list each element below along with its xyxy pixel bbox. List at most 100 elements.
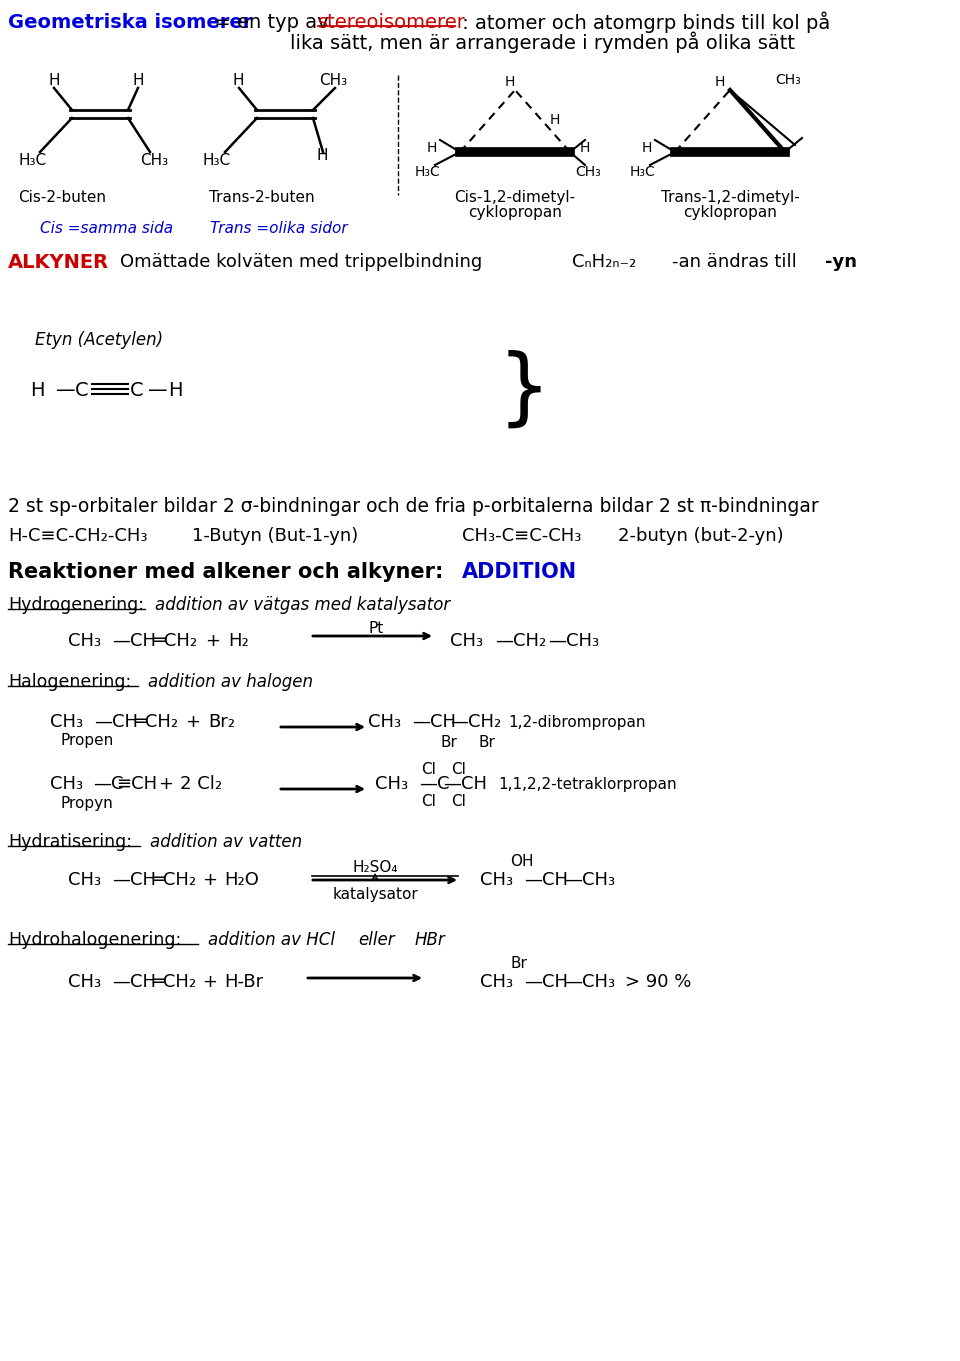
Text: H: H — [168, 381, 182, 400]
Text: CH₃: CH₃ — [575, 165, 601, 180]
Text: H: H — [132, 72, 143, 87]
Text: CH₃: CH₃ — [375, 774, 408, 793]
Text: H₂SO₄: H₂SO₄ — [352, 860, 397, 875]
Text: +: + — [185, 713, 200, 731]
Text: CₙH₂ₙ₋₂: CₙH₂ₙ₋₂ — [572, 253, 636, 271]
Text: —C: —C — [419, 774, 449, 793]
Text: —CH₃: —CH₃ — [548, 632, 599, 651]
Text: +: + — [202, 973, 217, 991]
Text: H: H — [317, 147, 328, 162]
Text: —: — — [56, 381, 76, 400]
Text: H: H — [550, 113, 561, 127]
Text: —CH: —CH — [443, 774, 487, 793]
Text: —CH₂: —CH₂ — [495, 632, 546, 651]
Text: lika sätt, men är arrangerade i rymden på olika sätt: lika sätt, men är arrangerade i rymden p… — [290, 31, 795, 53]
Text: Propyn: Propyn — [60, 795, 112, 811]
Text: ADDITION: ADDITION — [462, 562, 577, 583]
Text: -yn: -yn — [825, 253, 857, 271]
Text: = en typ av: = en typ av — [208, 12, 335, 31]
Text: stereoisomerer: stereoisomerer — [318, 12, 466, 31]
Text: Cis-2-buten: Cis-2-buten — [18, 189, 106, 204]
Text: —CH: —CH — [112, 973, 156, 991]
Text: ═CH₂: ═CH₂ — [152, 871, 196, 889]
Text: Halogenering:: Halogenering: — [8, 672, 132, 691]
Text: H₃C: H₃C — [415, 165, 441, 180]
Text: ≡CH: ≡CH — [116, 774, 157, 793]
Text: H: H — [580, 142, 590, 155]
Text: H₂: H₂ — [228, 632, 249, 651]
Text: Cl: Cl — [451, 793, 466, 808]
Text: ═CH₂: ═CH₂ — [134, 713, 179, 731]
Text: CH₃: CH₃ — [368, 713, 401, 731]
Text: cyklopropan: cyklopropan — [468, 204, 562, 219]
Text: H-Br: H-Br — [224, 973, 263, 991]
Text: cyklopropan: cyklopropan — [684, 204, 777, 219]
Text: HBr: HBr — [415, 931, 445, 949]
Text: H: H — [233, 72, 245, 87]
Text: H: H — [48, 72, 60, 87]
Text: 2 st sp-orbitaler bildar 2 σ-bindningar och de fria p-orbitalerna bildar 2 st π-: 2 st sp-orbitaler bildar 2 σ-bindningar … — [8, 497, 819, 516]
Text: Br: Br — [478, 735, 494, 750]
Text: katalysator: katalysator — [332, 887, 418, 902]
Text: —CH: —CH — [112, 632, 156, 651]
Text: H₃C: H₃C — [630, 165, 656, 180]
Text: Trans =olika sidor: Trans =olika sidor — [210, 220, 348, 235]
Text: addition av HCl: addition av HCl — [208, 931, 335, 949]
Text: Pt: Pt — [368, 621, 383, 636]
Text: Hydratisering:: Hydratisering: — [8, 833, 132, 851]
Text: —CH₃: —CH₃ — [564, 973, 615, 991]
Text: 2 Cl₂: 2 Cl₂ — [180, 774, 222, 793]
Text: —CH: —CH — [524, 871, 568, 889]
Text: CH₃: CH₃ — [68, 871, 101, 889]
Text: -an ändras till: -an ändras till — [672, 253, 803, 271]
Text: —: — — [148, 381, 168, 400]
Text: CH₃: CH₃ — [50, 774, 84, 793]
Text: —CH: —CH — [524, 973, 568, 991]
Text: ═CH₂: ═CH₂ — [152, 973, 196, 991]
Text: H: H — [642, 142, 653, 155]
Text: Reaktioner med alkener och alkyner:: Reaktioner med alkener och alkyner: — [8, 562, 444, 583]
Text: ALKYNER: ALKYNER — [8, 253, 109, 271]
Text: —CH₂: —CH₂ — [450, 713, 501, 731]
Text: Br: Br — [510, 957, 527, 972]
Text: }: } — [498, 350, 551, 430]
Text: ═CH₂: ═CH₂ — [153, 632, 197, 651]
Text: H: H — [715, 75, 726, 88]
Text: CH₃: CH₃ — [68, 632, 101, 651]
Text: Cl: Cl — [451, 762, 466, 777]
Text: CH₃: CH₃ — [140, 152, 168, 167]
Text: 2-butyn (but-2-yn): 2-butyn (but-2-yn) — [618, 527, 783, 544]
Text: 1,1,2,2-tetraklorpropan: 1,1,2,2-tetraklorpropan — [498, 777, 677, 792]
Text: H₂O: H₂O — [224, 871, 259, 889]
Text: Hydrohalogenering:: Hydrohalogenering: — [8, 931, 181, 949]
Text: Cl: Cl — [421, 762, 436, 777]
Text: CH₃-C≡C-CH₃: CH₃-C≡C-CH₃ — [462, 527, 582, 544]
Text: H: H — [427, 142, 438, 155]
Text: H₃C: H₃C — [203, 152, 231, 167]
Text: H: H — [30, 381, 44, 400]
Text: CH₃: CH₃ — [68, 973, 101, 991]
Text: OH: OH — [510, 855, 534, 870]
Text: eller: eller — [358, 931, 395, 949]
Text: CH₃: CH₃ — [480, 871, 514, 889]
Text: C: C — [130, 381, 144, 400]
Text: —C: —C — [93, 774, 124, 793]
Text: +: + — [158, 774, 173, 793]
Text: Trans-1,2-dimetyl-: Trans-1,2-dimetyl- — [660, 189, 800, 204]
Text: Etyn (Acetylen): Etyn (Acetylen) — [35, 331, 163, 348]
Text: CH₃: CH₃ — [775, 73, 801, 87]
Text: —CH: —CH — [94, 713, 138, 731]
Text: Cis =samma sida: Cis =samma sida — [40, 220, 173, 235]
Text: 1,2-dibrompropan: 1,2-dibrompropan — [508, 715, 645, 729]
Text: —CH: —CH — [112, 871, 156, 889]
Text: Omättade kolväten med trippelbindning: Omättade kolväten med trippelbindning — [120, 253, 482, 271]
Text: Hydrogenering:: Hydrogenering: — [8, 596, 144, 614]
Text: +: + — [205, 632, 220, 651]
Bar — [228, 295, 513, 490]
Text: CH₃: CH₃ — [480, 973, 514, 991]
Text: Geometriska isomerer: Geometriska isomerer — [8, 12, 252, 31]
Text: > 90 %: > 90 % — [625, 973, 691, 991]
Text: H: H — [505, 75, 516, 88]
Text: addition av vätgas med katalysator: addition av vätgas med katalysator — [155, 596, 450, 614]
Text: addition av halogen: addition av halogen — [148, 672, 313, 691]
